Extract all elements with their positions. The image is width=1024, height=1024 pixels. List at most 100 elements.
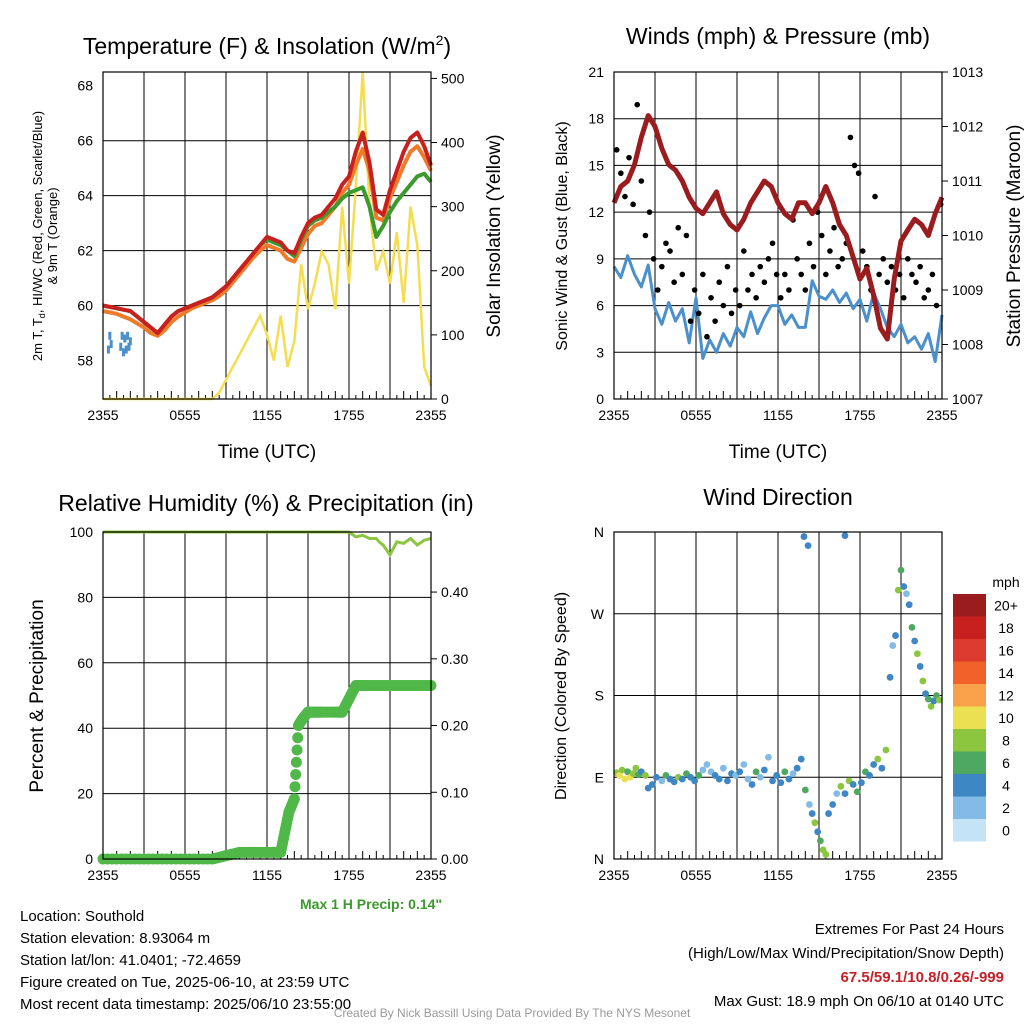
gust-point-15 (675, 224, 682, 231)
direction-point-7 (632, 764, 640, 772)
xtick-2-4: 2355 (415, 867, 446, 883)
gust-point-6 (638, 178, 645, 184)
gust-point-72 (909, 271, 915, 278)
gust-point-77 (929, 271, 936, 278)
direction-point-4 (624, 768, 632, 776)
gust-point-12 (663, 240, 669, 247)
direction-point-35 (744, 775, 752, 783)
direction-point-3 (621, 775, 629, 783)
ytick-2-1: 20 (77, 786, 93, 802)
gust-point-37 (765, 256, 772, 262)
gust-point-57 (847, 134, 854, 141)
gust-point-3 (626, 154, 632, 161)
y2tick-0-3: 300 (441, 199, 465, 215)
legend-label-0: 20+ (994, 597, 1018, 613)
info-elevation: Station elevation: 8.93064 m (20, 930, 211, 947)
precip-note: Max 1 H Precip: 0.14" (300, 896, 443, 912)
ytick-3-2: S (595, 688, 604, 704)
direction-point-24 (699, 766, 707, 774)
direction-point-91 (800, 533, 808, 540)
direction-point-58 (829, 801, 837, 808)
gust-point-17 (683, 232, 690, 239)
hiwc-point-10 (128, 337, 132, 346)
ytick-3-0: N (594, 851, 604, 867)
series-2m-t (102, 130, 433, 336)
direction-point-85 (922, 690, 929, 698)
gust-point-14 (671, 279, 677, 286)
direction-point-59 (833, 790, 841, 797)
gust-point-63 (872, 193, 878, 200)
legend-title: mph (992, 574, 1019, 590)
extremes-values: 67.5/59.1/10.8/0.26/-999 (840, 969, 1004, 986)
info-location: Location: Southold (20, 908, 145, 925)
direction-point-42 (773, 772, 781, 779)
legend-label-9: 2 (1002, 800, 1010, 816)
hiwc-point-2 (109, 340, 113, 349)
gust-point-41 (782, 271, 788, 278)
ytick-3-1: E (595, 769, 604, 785)
xtick-1-3: 1755 (844, 407, 875, 423)
gust-point-8 (646, 209, 653, 215)
y2tick-2-1: 0.10 (441, 784, 468, 800)
direction-point-34 (740, 761, 748, 768)
y2tick-0-4: 400 (441, 135, 465, 151)
xtick-2-1: 0555 (169, 867, 200, 883)
gust-point-1 (618, 170, 624, 177)
gust-point-16 (679, 271, 686, 278)
direction-point-41 (769, 777, 776, 785)
extremes-gust: Max Gust: 18.9 mph On 06/10 at 0140 UTC (713, 993, 1004, 1010)
gust-point-13 (667, 248, 673, 254)
temperature-panel: Temperature (F) & Insolation (W/m2) Time… (30, 32, 505, 463)
ytick-1-2: 6 (596, 298, 604, 314)
direction-point-6 (629, 770, 637, 778)
gust-point-34 (753, 294, 759, 301)
xtick-0-2: 1155 (252, 407, 282, 423)
y2tick-2-3: 0.30 (441, 651, 468, 667)
humidity-title: Relative Humidity (%) & Precipitation (i… (58, 490, 473, 516)
legend-label-8: 4 (1002, 777, 1010, 793)
xtick-3-2: 1155 (763, 867, 793, 883)
direction-point-70 (878, 764, 886, 772)
direction-point-88 (930, 697, 938, 705)
frame-winds (613, 71, 943, 400)
direction-point-71 (882, 746, 890, 754)
legend-label-5: 10 (998, 710, 1014, 726)
direction-point-19 (678, 775, 686, 783)
y2tick-1-1: 1008 (952, 337, 983, 353)
legend-swatch-9 (953, 796, 986, 819)
direction-point-36 (748, 781, 756, 788)
gust-point-52 (827, 248, 833, 254)
xtick-1-2: 1155 (763, 407, 793, 423)
precip-point-72 (288, 793, 300, 805)
hiwc-point-8 (126, 331, 130, 340)
direction-point-75 (894, 586, 902, 594)
insolation-ylabel: Solar Insolation (Yellow) (484, 134, 505, 337)
legend-swatch-5 (953, 706, 986, 729)
direction-point-37 (752, 768, 760, 776)
gust-point-11 (659, 263, 665, 270)
ytick-1-0: 0 (596, 391, 604, 407)
direction-point-92 (804, 542, 812, 550)
temperature-ylabel-line1: 2m T, Td, HI/WC (Red, Green, Scarlet/Blu… (30, 111, 47, 361)
gust-point-55 (839, 256, 846, 262)
direction-point-46 (789, 770, 797, 778)
gust-point-35 (757, 263, 764, 270)
legend-label-3: 14 (998, 665, 1014, 681)
legend-label-4: 12 (998, 687, 1014, 703)
ytick-0-0: 58 (77, 353, 93, 369)
gust-point-18 (687, 318, 694, 324)
direction-point-65 (857, 779, 865, 787)
gust-point-60 (859, 248, 866, 254)
humidity-panel: Relative Humidity (%) & Precipitation (i… (27, 490, 474, 883)
gust-point-36 (761, 279, 768, 286)
gust-point-28 (728, 310, 735, 317)
legend-label-6: 8 (1002, 732, 1010, 748)
gust-point-78 (933, 302, 940, 309)
gust-point-51 (823, 271, 829, 278)
xtick-2-3: 1755 (333, 867, 364, 883)
gust-point-40 (777, 294, 784, 301)
direction-point-53 (814, 828, 822, 836)
gust-point-32 (745, 287, 751, 293)
gust-point-46 (802, 287, 809, 293)
ytick-0-3: 64 (77, 188, 93, 204)
